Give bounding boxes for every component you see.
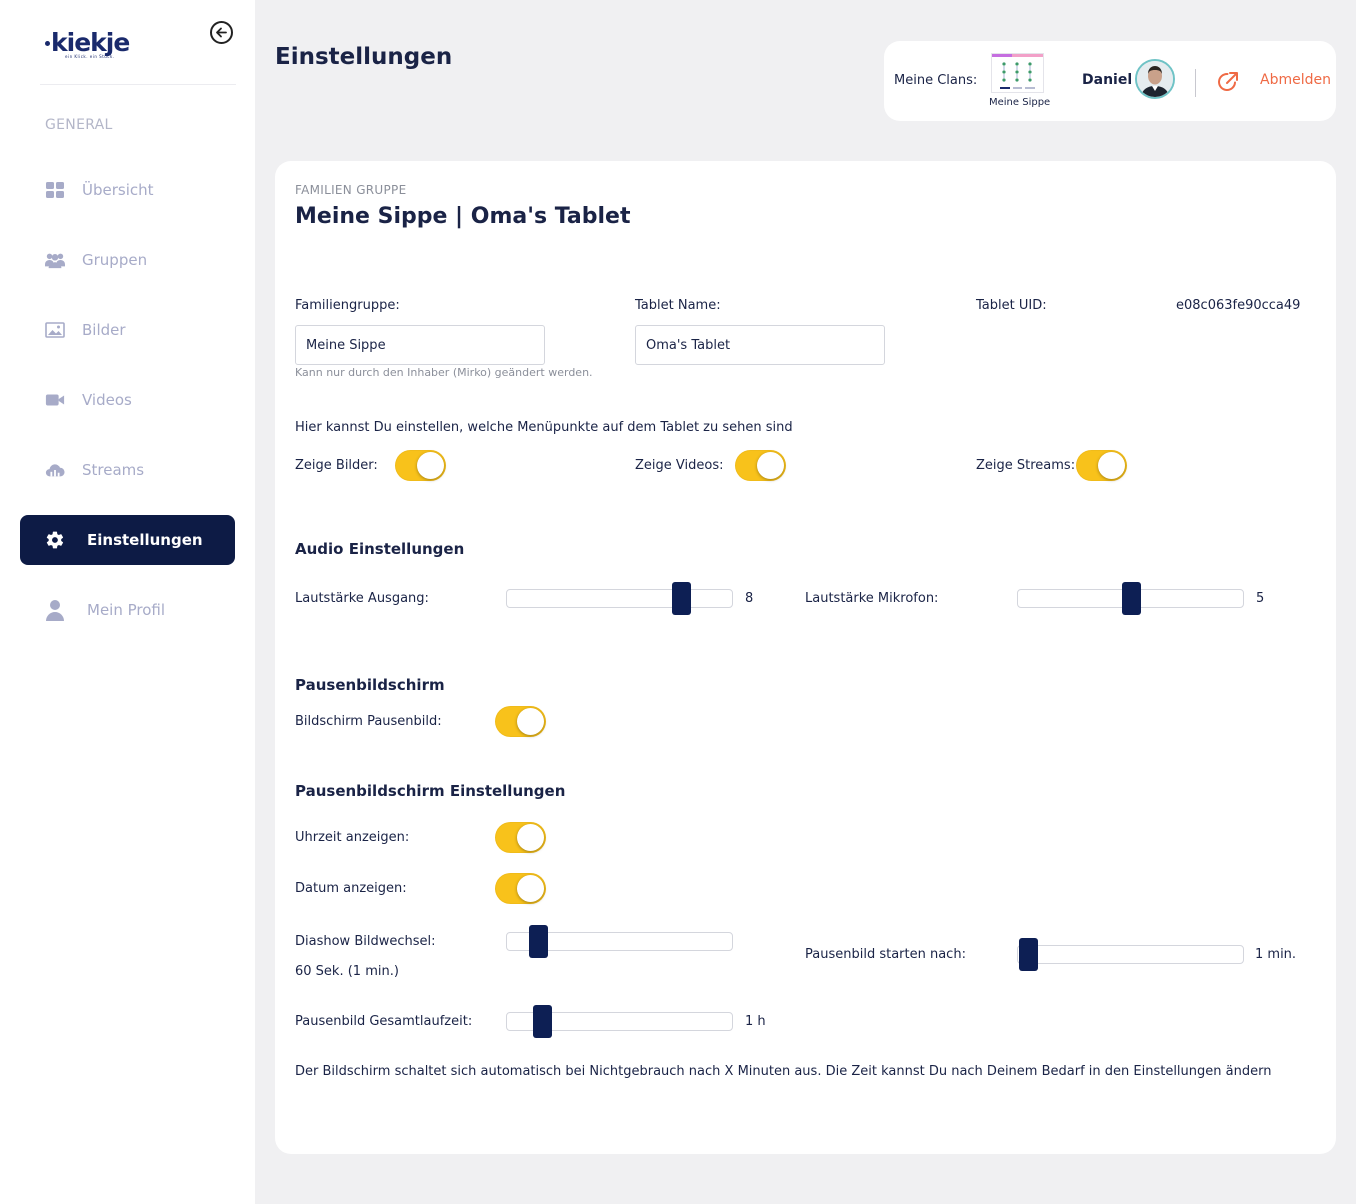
settings-card: FAMILIEN GRUPPE Meine Sippe | Oma's Tabl…	[275, 161, 1336, 1154]
sidebar-item-label: Videos	[82, 391, 132, 409]
sidebar-item-mein-profil[interactable]: Mein Profil	[20, 585, 235, 635]
user-icon	[45, 600, 65, 621]
menu-info-text: Hier kannst Du einstellen, welche Menüpu…	[295, 420, 793, 435]
streams-cloud-icon	[45, 460, 65, 480]
toggle-knob	[517, 824, 544, 851]
user-card: Meine Clans: Meine Sippe Daniel	[884, 41, 1336, 121]
audio-section-title: Audio Einstellungen	[295, 540, 465, 558]
sidebar-item-label: Übersicht	[82, 181, 154, 199]
slider-thumb[interactable]	[1121, 582, 1141, 615]
start-after-slider[interactable]	[1017, 938, 1244, 971]
toggle-knob	[517, 708, 544, 735]
collapse-sidebar-button[interactable]	[210, 21, 233, 44]
sidebar-section-label: GENERAL	[45, 117, 113, 133]
toggle-knob	[757, 452, 784, 479]
screensaver-section-title: Pausenbildschirm	[295, 676, 445, 694]
slideshow-interval-label: Diashow Bildwechsel:	[295, 934, 436, 949]
tablet-name-label: Tablet Name:	[635, 298, 721, 313]
sidebar-item-label: Bilder	[82, 321, 126, 339]
toggle-knob	[1098, 452, 1125, 479]
sidebar-item-label: Gruppen	[82, 251, 148, 269]
logo-dot	[45, 41, 50, 46]
mic-volume-label: Lautstärke Mikrofon:	[805, 591, 939, 606]
clan-thumbnail[interactable]	[991, 53, 1044, 93]
show-date-toggle[interactable]	[495, 873, 546, 904]
sidebar-divider	[40, 84, 236, 85]
users-group-icon	[45, 250, 65, 270]
toggle-knob	[417, 452, 444, 479]
output-volume-value: 8	[745, 591, 754, 606]
tablet-name-field[interactable]	[635, 325, 885, 365]
sidebar-item-streams[interactable]: Streams	[20, 445, 235, 495]
output-volume-slider[interactable]	[506, 582, 733, 615]
kiekje-logo[interactable]: kiekje ein Klick. ein Stück.	[45, 28, 145, 64]
card-title: Meine Sippe | Oma's Tablet	[295, 204, 631, 229]
show-videos-label: Zeige Videos:	[635, 458, 724, 473]
mic-volume-value: 5	[1256, 591, 1265, 606]
sidebar-item-label: Einstellungen	[87, 531, 203, 549]
slider-thumb[interactable]	[528, 925, 548, 958]
familiengruppe-field[interactable]	[295, 325, 545, 365]
tablet-uid-value: e08c063fe90cca49	[1176, 298, 1301, 313]
show-time-label: Uhrzeit anzeigen:	[295, 830, 410, 845]
avatar[interactable]	[1135, 59, 1175, 99]
card-eyebrow: FAMILIEN GRUPPE	[295, 183, 407, 197]
show-videos-toggle[interactable]	[735, 450, 786, 481]
user-name: Daniel	[1082, 72, 1133, 88]
start-after-label: Pausenbild starten nach:	[805, 947, 966, 962]
familiengruppe-label: Familiengruppe:	[295, 298, 400, 313]
logout-icon[interactable]	[1216, 70, 1240, 94]
output-volume-label: Lautstärke Ausgang:	[295, 591, 429, 606]
video-camera-icon	[45, 390, 65, 410]
slideshow-interval-slider[interactable]	[506, 925, 733, 958]
tablet-uid-label: Tablet UID:	[976, 298, 1047, 313]
clan-name[interactable]: Meine Sippe	[989, 97, 1051, 108]
logo-subtitle: ein Klick. ein Stück.	[65, 54, 115, 59]
show-streams-toggle[interactable]	[1076, 450, 1127, 481]
sidebar-item-gruppen[interactable]: Gruppen	[20, 235, 235, 285]
sidebar: kiekje ein Klick. ein Stück. GENERAL Übe…	[0, 0, 255, 1204]
sidebar-item-bilder[interactable]: Bilder	[20, 305, 235, 355]
gear-icon	[45, 530, 65, 550]
image-icon	[45, 320, 65, 340]
slider-thumb[interactable]	[532, 1005, 552, 1038]
show-date-label: Datum anzeigen:	[295, 881, 407, 896]
screensaver-enabled-label: Bildschirm Pausenbild:	[295, 714, 442, 729]
page-title: Einstellungen	[275, 44, 453, 70]
slideshow-interval-value: 60 Sek. (1 min.)	[295, 964, 399, 979]
familiengruppe-hint: Kann nur durch den Inhaber (Mirko) geänd…	[295, 366, 593, 379]
total-runtime-slider[interactable]	[506, 1005, 733, 1038]
show-streams-label: Zeige Streams:	[976, 458, 1076, 473]
arrow-left-icon	[216, 27, 227, 38]
start-after-value: 1 min.	[1255, 947, 1297, 962]
screensaver-settings-title: Pausenbildschirm Einstellungen	[295, 782, 566, 800]
sidebar-item-label: Streams	[82, 461, 145, 479]
slider-thumb[interactable]	[672, 582, 691, 615]
dashboard-grid-icon	[45, 180, 65, 200]
sidebar-item-videos[interactable]: Videos	[20, 375, 235, 425]
slider-thumb[interactable]	[1019, 938, 1038, 971]
toggle-knob	[517, 875, 544, 902]
logo-text: kiekje	[51, 28, 130, 57]
user-card-divider	[1195, 69, 1196, 97]
total-runtime-label: Pausenbild Gesamtlaufzeit:	[295, 1014, 473, 1029]
sidebar-item-uebersicht[interactable]: Übersicht	[20, 165, 235, 215]
logout-button[interactable]: Abmelden	[1260, 72, 1331, 88]
total-runtime-value: 1 h	[745, 1014, 766, 1029]
show-images-toggle[interactable]	[395, 450, 446, 481]
sidebar-item-einstellungen[interactable]: Einstellungen	[20, 515, 235, 565]
screensaver-enabled-toggle[interactable]	[495, 706, 546, 737]
mic-volume-slider[interactable]	[1017, 582, 1244, 615]
show-time-toggle[interactable]	[495, 822, 546, 853]
sidebar-item-label: Mein Profil	[87, 601, 166, 619]
clans-label: Meine Clans:	[894, 73, 978, 88]
auto-off-note: Der Bildschirm schaltet sich automatisch…	[295, 1064, 1272, 1079]
show-images-label: Zeige Bilder:	[295, 458, 378, 473]
